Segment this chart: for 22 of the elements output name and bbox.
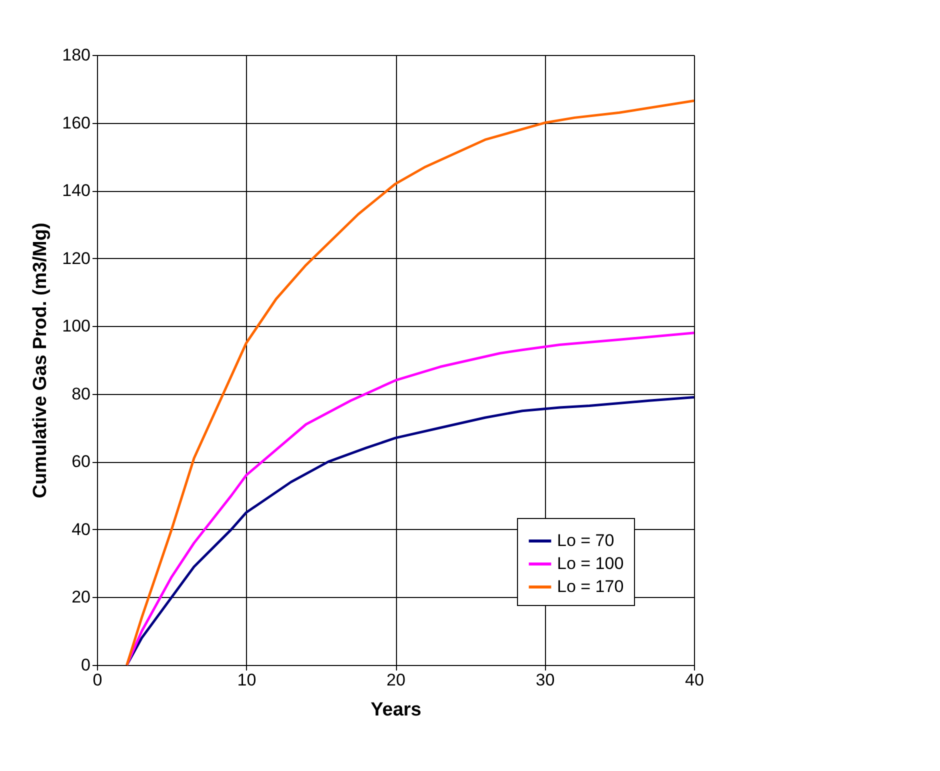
y-tick-label: 160 xyxy=(62,113,90,132)
y-tick-label: 0 xyxy=(81,656,90,674)
x-tick-label: 0 xyxy=(92,670,102,690)
x-tick-label: 30 xyxy=(536,670,555,690)
y-tick-label: 80 xyxy=(72,384,90,404)
legend-label: Lo = 100 xyxy=(557,554,624,573)
y-tick-label: 140 xyxy=(62,181,90,200)
y-tick-label: 120 xyxy=(62,248,90,268)
y-tick-label: 20 xyxy=(72,588,90,607)
legend-label: Lo = 170 xyxy=(557,577,624,596)
x-tick-label: 20 xyxy=(386,670,406,690)
x-tick-label: 40 xyxy=(685,670,704,690)
line-series xyxy=(126,100,696,666)
x-axis-title: Years xyxy=(370,700,422,720)
y-tick-label: 60 xyxy=(72,452,90,472)
legend-label: Lo = 70 xyxy=(557,531,614,550)
y-axis-title: Cumulative Gas Prod. (m3/Mg) xyxy=(30,222,52,498)
y-tick-label: 180 xyxy=(62,46,90,64)
y-tick-label: 100 xyxy=(62,316,90,336)
y-tick-label: 40 xyxy=(72,520,90,539)
x-tick-label: 10 xyxy=(237,670,256,690)
line-series xyxy=(126,332,696,666)
